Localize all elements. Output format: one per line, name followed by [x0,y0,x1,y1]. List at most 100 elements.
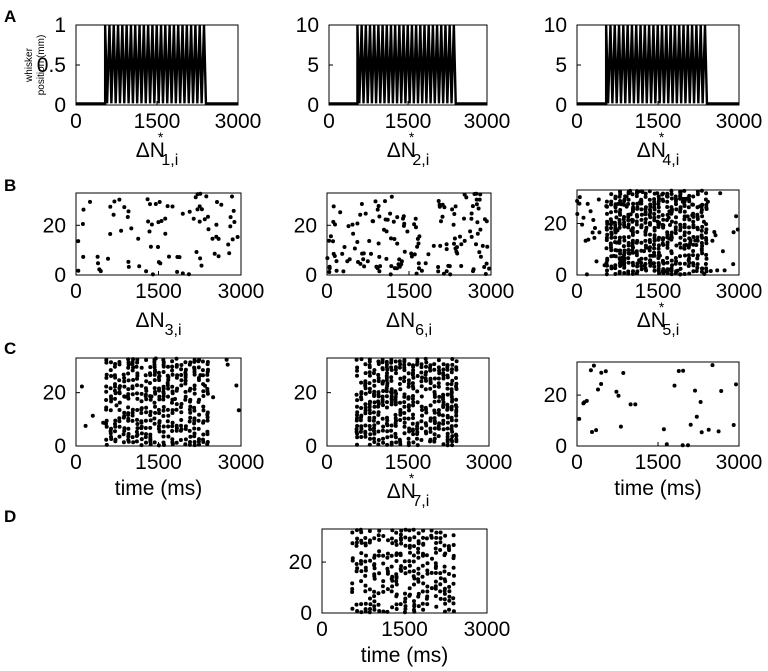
spike [117,408,122,412]
spike [462,216,466,221]
spike [384,359,389,364]
spike [212,251,217,256]
spike [178,405,183,410]
spike [156,407,161,412]
spike [402,358,407,363]
spike [425,594,430,599]
spike [414,225,418,230]
chart-a1: 0 1500 3000 0 0.5 1 ΔN* 1,i whiskerposition (mm) [24,14,261,169]
spike [188,415,193,420]
spike [139,391,144,396]
spike [478,254,483,259]
spike [622,271,627,275]
spike [380,357,385,362]
spike [166,434,171,439]
spike [652,233,657,238]
spike [661,217,666,222]
spike [144,379,149,384]
whisker-trace [329,24,487,105]
x-tick-label: 0 [323,110,335,133]
spike [403,527,408,532]
spike [652,246,657,251]
spike [686,205,691,210]
spike [451,533,456,538]
spike [358,429,363,434]
spike [685,214,690,219]
spike [355,566,360,571]
spike [210,236,215,241]
spike [183,389,188,394]
spike [391,219,396,224]
spike [452,573,456,578]
spike [665,199,670,204]
spike [588,368,593,373]
spike [701,219,706,224]
spike [144,405,149,410]
spike [201,437,205,442]
spike [454,423,458,428]
spike [402,404,407,409]
spike [652,225,657,230]
spike [652,264,657,269]
spike [419,394,424,399]
spike [432,416,437,421]
spike [708,269,713,273]
spike [389,264,394,269]
spike [368,427,373,432]
spike [647,238,652,242]
spike [412,222,417,227]
spike [420,601,425,606]
spike [699,430,704,435]
spike [198,256,203,261]
spike [639,212,644,217]
spike [442,564,447,569]
spike [455,245,459,250]
spike [355,416,359,421]
spike [436,384,441,389]
spike [402,424,407,429]
spike [687,217,692,222]
spike [188,404,193,409]
spike [643,243,648,248]
spike [363,379,368,384]
spike [161,370,166,374]
spike [377,549,382,554]
spike [354,562,359,566]
spike [590,230,595,235]
spike [441,427,446,432]
panel-letter-a: A [4,7,16,26]
spike [674,202,678,207]
spike [438,576,443,581]
spike [586,237,591,242]
spike [447,572,451,576]
spike [420,413,424,418]
spike [681,368,686,373]
spike [401,214,406,219]
spike [656,250,661,255]
spike [108,408,113,413]
spike [170,429,175,433]
spike [139,411,144,415]
spike [718,191,723,196]
spike [432,367,437,372]
spike [403,535,408,540]
spike [393,412,398,417]
spike [613,254,618,259]
spike [424,553,429,558]
spike [383,199,387,204]
spike [346,224,351,229]
spike [363,536,368,540]
spike [445,386,450,391]
spike [152,362,157,367]
spike [139,365,144,370]
spike [402,411,407,415]
spike [669,188,674,193]
spike [389,589,394,594]
spike [476,206,481,211]
y-tick-label: 20 [43,214,66,237]
spike [691,202,695,207]
spike [367,363,372,368]
spike [157,397,162,402]
spike [175,373,180,378]
